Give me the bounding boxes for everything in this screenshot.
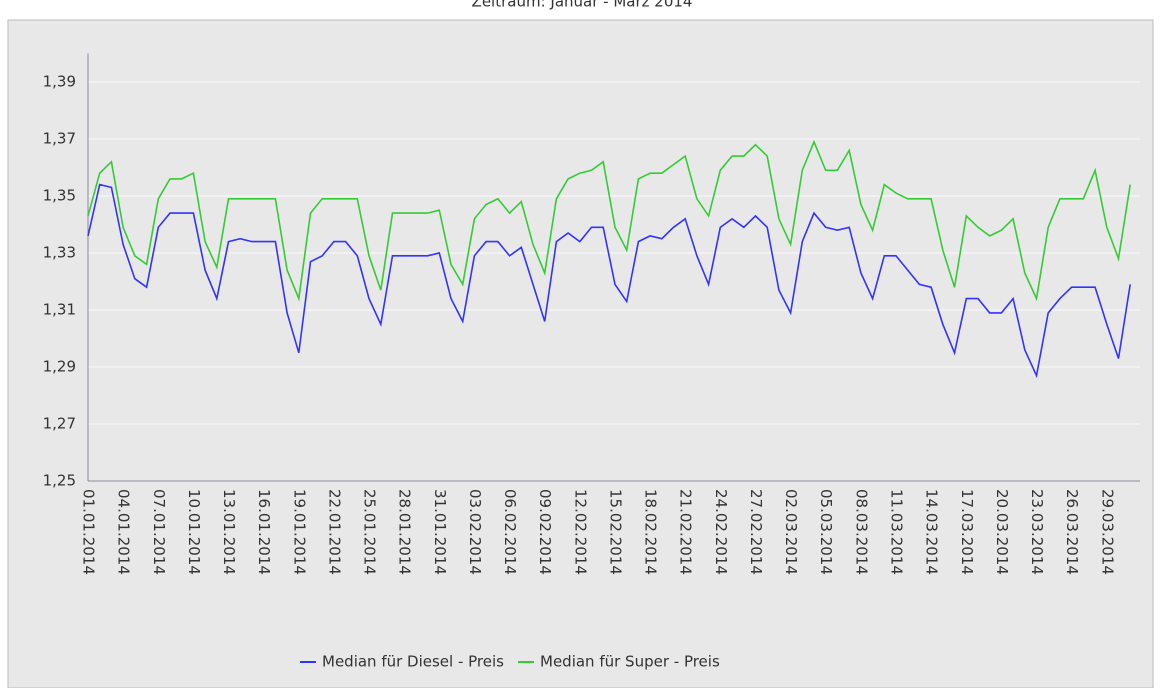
x-tick-label: 01.01.2014: [80, 489, 98, 575]
x-tick-label: 28.01.2014: [396, 489, 414, 575]
x-tick-label: 24.02.2014: [712, 489, 730, 575]
x-tick-label: 20.03.2014: [993, 489, 1011, 575]
x-tick-label: 21.02.2014: [677, 489, 695, 575]
x-tick-label: 11.03.2014: [887, 489, 905, 575]
x-tick-label: 19.01.2014: [290, 489, 308, 575]
chart-title: Zeitraum: Januar - März 2014: [472, 0, 693, 11]
x-tick-label: 05.03.2014: [817, 489, 835, 575]
x-tick-label: 26.03.2014: [1063, 489, 1081, 575]
x-tick-label: 17.03.2014: [958, 489, 976, 575]
x-tick-label: 18.02.2014: [642, 489, 660, 575]
x-tick-label: 12.02.2014: [571, 489, 589, 575]
x-tick-label: 07.01.2014: [150, 489, 168, 575]
x-tick-label: 08.03.2014: [852, 489, 870, 575]
x-tick-label: 27.02.2014: [747, 489, 765, 575]
x-tick-label: 15.02.2014: [606, 489, 624, 575]
x-tick-label: 31.01.2014: [431, 489, 449, 575]
y-tick-label: 1,35: [43, 187, 76, 205]
x-tick-label: 14.03.2014: [923, 489, 941, 575]
x-tick-label: 16.01.2014: [255, 489, 273, 575]
y-tick-label: 1,39: [43, 73, 76, 91]
legend-label: Median für Super - Preis: [540, 653, 720, 671]
x-tick-label: 03.02.2014: [466, 489, 484, 575]
series-line: [87, 139, 1131, 302]
x-tick-label: 22.01.2014: [325, 489, 343, 575]
y-tick-label: 1,33: [43, 244, 76, 262]
x-tick-label: 13.01.2014: [220, 489, 238, 575]
chart-background: [7, 19, 1154, 688]
x-tick-label: 09.02.2014: [536, 489, 554, 575]
y-tick-label: 1,31: [43, 301, 76, 319]
y-tick-label: 1,25: [43, 472, 76, 490]
x-tick-label: 06.02.2014: [501, 489, 519, 575]
y-tick-label: 1,27: [43, 415, 76, 433]
series-line: [87, 183, 1131, 379]
y-tick-label: 1,29: [43, 358, 76, 376]
x-tick-label: 02.03.2014: [782, 489, 800, 575]
x-tick-label: 23.03.2014: [1028, 489, 1046, 575]
x-tick-label: 25.01.2014: [361, 489, 379, 575]
x-tick-label: 10.01.2014: [185, 489, 203, 575]
legend-label: Median für Diesel - Preis: [322, 653, 504, 671]
y-tick-label: 1,37: [43, 130, 76, 148]
x-tick-label: 29.03.2014: [1098, 489, 1116, 575]
x-tick-label: 04.01.2014: [115, 489, 133, 575]
